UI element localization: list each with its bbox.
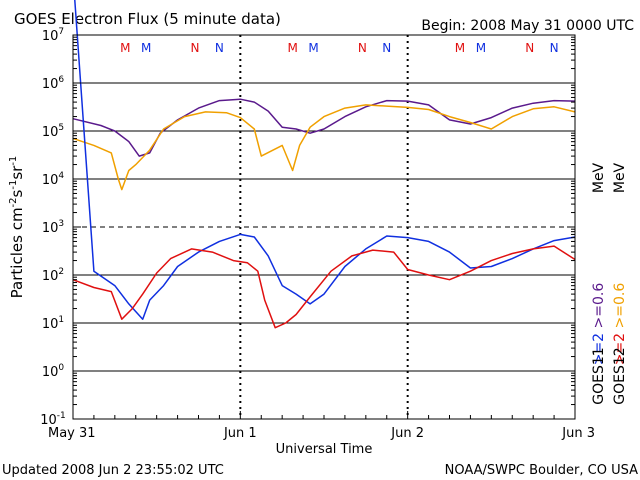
y-tick-label: 106 [42, 75, 65, 92]
legend-satellite: GOES11 [591, 347, 607, 404]
marker-m: M [120, 41, 130, 55]
x-tick-label: Jun 3 [561, 426, 595, 441]
legend-unit: MeV [612, 162, 628, 193]
marker-n: N [358, 41, 367, 55]
updated-label: Updated 2008 Jun 2 23:55:02 UTC [2, 463, 224, 478]
chart-title: GOES Electron Flux (5 minute data) [14, 10, 281, 28]
legend-energy-labels: >=2 >=0.6 [612, 283, 628, 366]
marker-n: N [550, 41, 559, 55]
y-tick-label: 104 [42, 171, 65, 188]
series-goes11-0p6mev [72, 98, 576, 157]
begin-label: Begin: 2008 May 31 0000 UTC [421, 18, 634, 34]
marker-n: N [191, 41, 200, 55]
marker-m: M [476, 41, 486, 55]
marker-m: M [141, 41, 151, 55]
y-tick-label: 100 [42, 363, 65, 380]
legend-column-1: >=2 >=0.6 MeV GOES11 [591, 162, 607, 404]
series-lines [72, 0, 576, 329]
grid-lines [73, 82, 575, 372]
y-tick-label: 105 [42, 123, 64, 140]
marker-m: M [308, 41, 318, 55]
marker-m: M [287, 41, 297, 55]
y-tick-label: 107 [42, 27, 64, 44]
y-axis-ticks: 10-1 100 101 102 103 104 105 106 107 [40, 27, 575, 428]
marker-n: N [525, 41, 534, 55]
source-label: NOAA/SWPC Boulder, CO USA [445, 463, 638, 478]
y-tick-label: 102 [42, 267, 64, 284]
legend-satellite: GOES12 [612, 347, 628, 404]
legend-unit: MeV [591, 162, 607, 193]
marker-n: N [215, 41, 224, 55]
svg-text:Particles cm-2s-1sr-1: Particles cm-2s-1sr-1 [8, 156, 26, 299]
y-axis-title: Particles cm-2s-1sr-1 [8, 156, 26, 299]
series-goes12-0p6mev [72, 104, 576, 191]
marker-m: M [455, 41, 465, 55]
x-tick-label: Jun 2 [390, 426, 424, 441]
y-tick-label: 101 [42, 315, 64, 332]
x-axis-title: Universal Time [276, 442, 373, 457]
y-tick-label: 103 [42, 219, 64, 236]
y-tick-label: 10-1 [40, 411, 66, 428]
legend-column-2: >=2 >=0.6 MeV GOES12 [612, 162, 628, 404]
x-tick-label: Jun 1 [223, 426, 257, 441]
legend-energy-labels: >=2 >=0.6 [591, 283, 607, 366]
marker-n: N [382, 41, 391, 55]
day-divider-lines [239, 35, 409, 419]
x-tick-label: May 31 [48, 426, 96, 441]
x-axis-ticks: May 31 Jun 1 Jun 2 Jun 3 [48, 411, 595, 441]
series-goes12-2mev [72, 245, 576, 329]
